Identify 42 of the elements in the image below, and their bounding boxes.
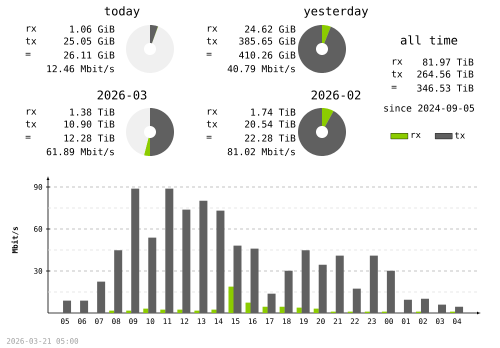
chart-title: 2026-03 [98,90,146,100]
legend-label: tx [455,132,465,139]
text: 81.02 Mbit/s [228,148,295,156]
chart-title: 2026-02 [312,90,360,100]
chart-title: yesterday [304,6,368,18]
text: 81.97 TiB [422,58,474,66]
text: 20.54 TiB [245,120,296,128]
text: 12.28 TiB [64,134,114,142]
text: rx [208,109,218,115]
text: 12.46 Mbit/s [47,64,114,74]
text: tx [26,120,36,128]
text: = [26,136,31,139]
text: 1.06 GiB [70,25,114,33]
text: = [206,52,212,56]
text: 25.05 GiB [64,37,114,45]
text: = [392,86,397,89]
text: 40.79 Mbit/s [228,64,295,74]
text: 22.28 TiB [245,134,296,142]
text: since 2024-09-05 [384,104,474,112]
text: = [206,136,212,139]
text: rx [392,59,402,65]
text: 24.62 GiB [245,25,296,33]
text: 10.90 TiB [64,120,114,128]
text: = [26,52,31,56]
text: 410.26 GiB [239,51,296,59]
text: tx [392,70,402,78]
text: 346.53 TiB [417,84,474,92]
text: 264.56 TiB [417,70,474,78]
text: 1.74 TiB [251,108,296,116]
text: rx [26,26,36,32]
text: 385.65 GiB [239,37,296,45]
text: rx [26,109,36,115]
text: tx [206,120,218,128]
text: rx [208,26,218,32]
legend-label: rx [412,132,421,138]
chart-title: today [104,6,140,18]
text: 61.89 Mbit/s [46,148,114,156]
text: tx [206,38,218,44]
text: 1.38 TiB [70,108,114,116]
text: all time [400,35,458,45]
text: 26.11 GiB [64,51,114,59]
text: tx [26,38,36,44]
